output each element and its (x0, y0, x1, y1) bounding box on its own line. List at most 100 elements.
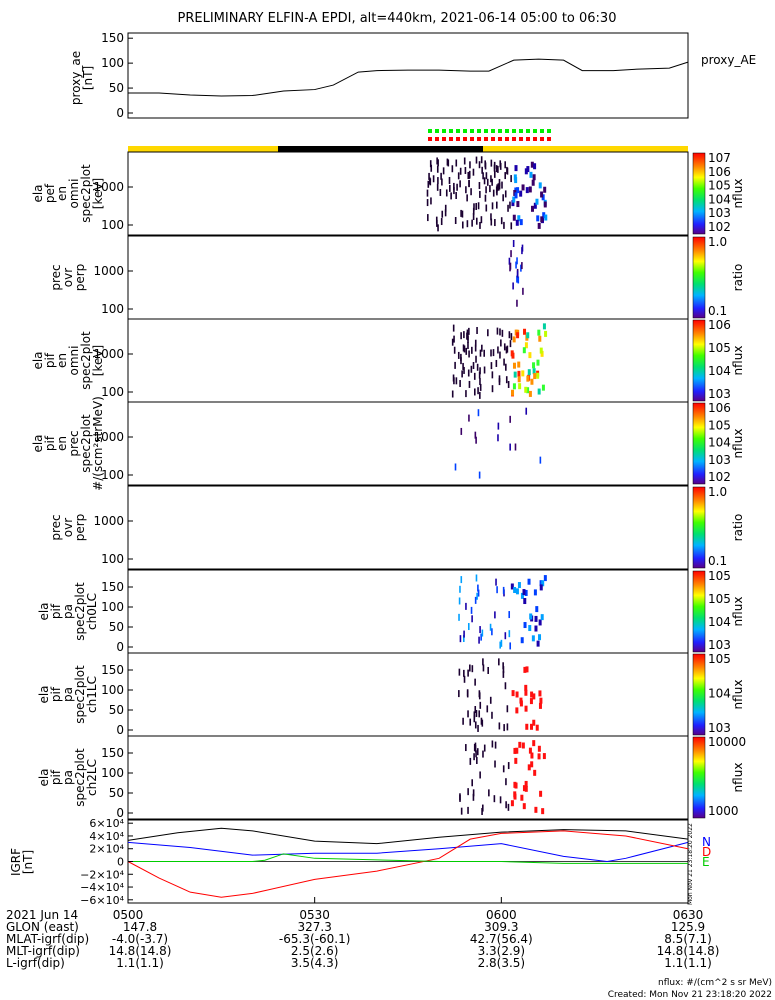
igrf-series-f (127, 827, 689, 845)
spectrogram-cell (490, 362, 493, 370)
panel-ytick-label: 1000 (93, 514, 124, 528)
panel-frame (127, 151, 689, 236)
spectrogram-cell (541, 808, 545, 815)
spectrogram-cell (461, 221, 464, 229)
panel-cbar-tick: 102 (708, 220, 731, 234)
spectrogram-cell (512, 196, 516, 203)
spectrogram-cell (513, 586, 517, 593)
spectrogram-cell (499, 351, 501, 359)
spectrogram-cell (529, 698, 533, 705)
spectrogram-cell (537, 388, 541, 395)
spectrogram-cell (427, 214, 429, 222)
spectrogram-cell (454, 361, 456, 369)
spectrogram-cell (523, 598, 527, 605)
spectrogram-cell (460, 427, 463, 435)
spectrogram-cell (502, 666, 505, 674)
spectrogram-cell (486, 178, 489, 186)
spectrogram-cell (475, 217, 478, 225)
ephemeris-value: 3.3(2.9) (478, 944, 526, 958)
panel-cbar-tick: 104 (708, 436, 731, 450)
panel-ylabel: omni (67, 346, 81, 376)
chart-title: PRELIMINARY ELFIN-A EPDI, alt=440km, 202… (178, 11, 617, 26)
spectrogram-cell (490, 213, 492, 221)
spectrogram-cell (487, 329, 489, 337)
spectrogram-cell (449, 184, 451, 192)
spectrogram-cell (535, 198, 539, 205)
ephemeris-value: 14.8(14.8) (109, 944, 172, 958)
spectrogram-cell (529, 613, 533, 620)
ephemeris-value: 2.8(3.5) (478, 956, 526, 970)
spectrogram-cell (474, 678, 476, 686)
spectrogram-cell (440, 218, 443, 226)
panel-ylabel: ela (31, 434, 45, 452)
panel-colorbar (692, 736, 706, 819)
spectrogram-cell (494, 611, 496, 619)
panel-cbar-tick: 105 (708, 592, 731, 606)
panel-4: 100 1000 elapifenprecspec2plot#/(scm²strMe… (31, 396, 745, 491)
spectrogram-cell (512, 282, 514, 290)
spectrogram-cell (474, 705, 477, 713)
spectrogram-cell (505, 376, 508, 384)
spectrogram-cell (498, 182, 501, 190)
spectrogram-cell (462, 344, 465, 352)
ephemeris-value: 3.5(4.3) (291, 956, 339, 970)
panel-cbar-tick: 105 (708, 341, 731, 355)
spectrogram-cell (516, 187, 520, 194)
spectrogram-cell (543, 201, 547, 208)
spectrogram-cell (532, 362, 536, 369)
panel-ytick-label: 100 (101, 552, 124, 566)
spectrogram-cell (480, 633, 482, 641)
spectrogram-cell (465, 744, 467, 752)
spectrogram-cell (491, 740, 494, 748)
spectrogram-cell (472, 789, 475, 797)
igrf-ytick-label: 0 (117, 856, 124, 869)
panel-frame (127, 569, 689, 654)
spectrogram-cell (503, 343, 506, 351)
spectrogram-cell (515, 691, 519, 698)
spectrogram-cell (490, 218, 493, 226)
spectrogram-cell (514, 177, 518, 184)
spectrogram-cell (493, 795, 496, 803)
spectrogram-cell (505, 363, 507, 371)
spectrogram-cell (530, 161, 534, 168)
spectrogram-cell (499, 641, 502, 649)
spectrogram-cell (436, 219, 438, 227)
spectrogram-cell (528, 625, 532, 632)
spectrogram-cell (479, 367, 481, 375)
spectrogram-cell (489, 696, 492, 704)
spectrogram-cell (468, 179, 470, 187)
panel-ylabel: prec (49, 264, 63, 290)
spectrogram-cell (516, 299, 518, 307)
spectrogram-cell (496, 327, 499, 335)
spectrogram-cell (454, 217, 457, 225)
panel-ylabel: [keV] (91, 345, 105, 376)
spectrogram-cell (535, 606, 539, 613)
igrf-legend-n: N (702, 835, 711, 849)
spectrogram-cell (510, 800, 514, 807)
spectrogram-cell (458, 690, 460, 698)
spectrogram-cell (463, 669, 465, 677)
panel-cbar-title: ratio (731, 264, 745, 292)
panel-cbar-tick: 104 (708, 687, 731, 701)
spectrogram-cell (453, 335, 455, 343)
spectrogram-cell (468, 350, 470, 358)
spectrogram-cell (468, 414, 470, 422)
spectrogram-cell (497, 346, 499, 354)
spectrogram-cell (498, 378, 501, 386)
spectrogram-cell (459, 794, 461, 802)
spectrogram-cell (488, 789, 490, 797)
proxy-ae-yticks: 0 50 100 150 (101, 31, 133, 120)
spectrogram-cell (446, 158, 449, 166)
ephemeris-row-label: MLAT-igrf(dip) (6, 932, 89, 946)
spectrogram-cell (523, 622, 527, 629)
spectrogram-cell (472, 362, 475, 370)
spectrogram-cell (466, 689, 469, 697)
spectrogram-cell (506, 705, 509, 713)
spectrogram-cell (467, 806, 469, 814)
panel-cbar-tick: 106 (708, 401, 731, 415)
spectrogram-cell (453, 187, 455, 195)
spectrogram-cell (505, 778, 507, 786)
x-tick-label: 0500 (113, 908, 144, 922)
